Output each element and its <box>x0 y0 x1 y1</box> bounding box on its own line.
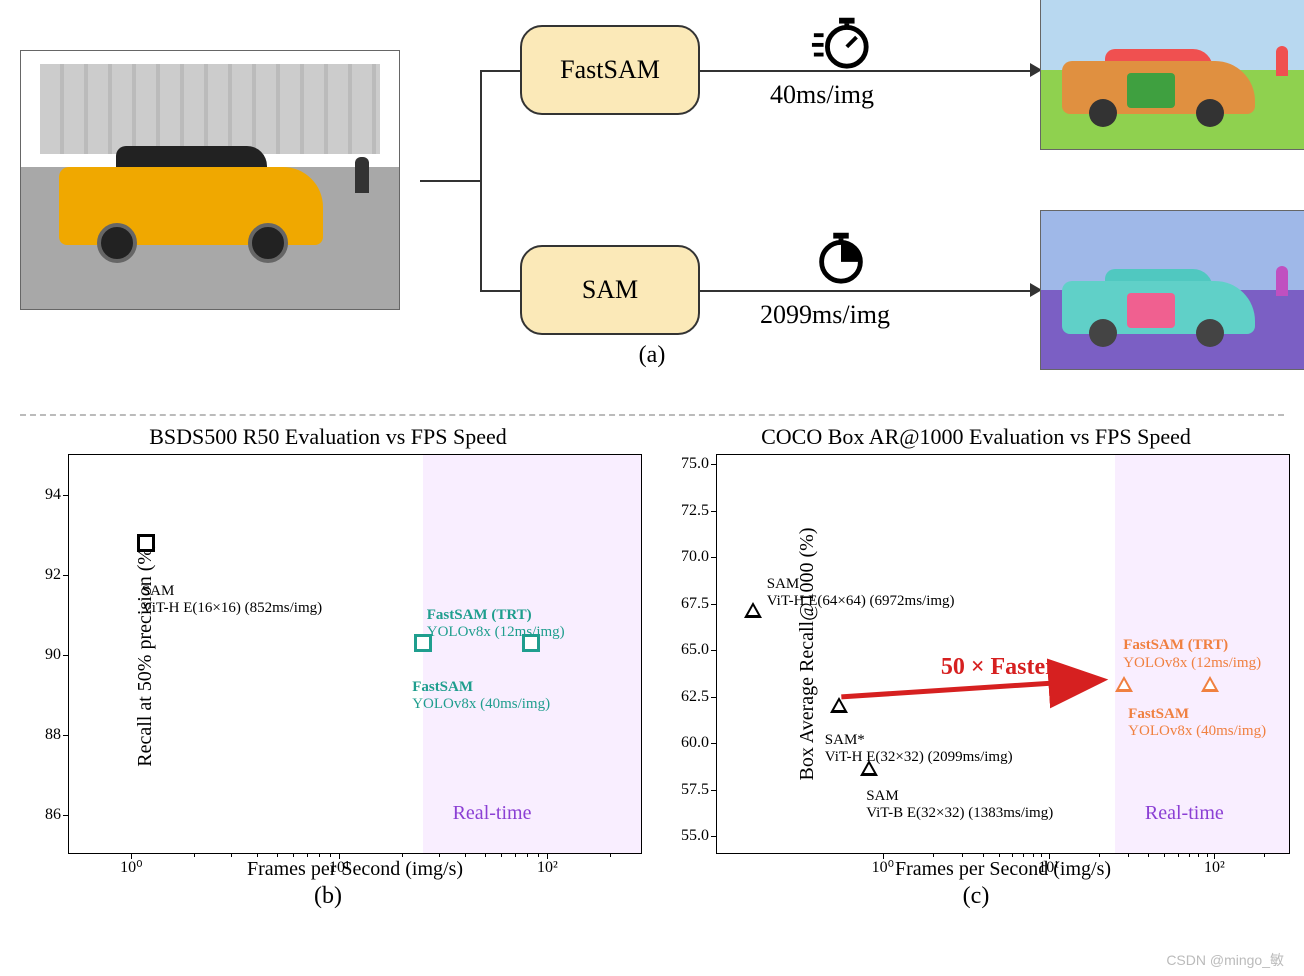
data-point <box>137 534 155 552</box>
panel-a: FastSAM SAM 40ms/img 2099ms/img <box>0 0 1304 400</box>
chart-c-title: COCO Box AR@1000 Evaluation vs FPS Speed <box>662 424 1290 450</box>
figure: FastSAM SAM 40ms/img 2099ms/img <box>0 0 1304 910</box>
flow-branches: FastSAM SAM 40ms/img 2099ms/img <box>420 10 1284 350</box>
panel-b-label: (b) <box>14 883 642 910</box>
chart-b-plot: Recall at 50% precision (%) Real-time868… <box>68 454 642 854</box>
panel-c-label: (c) <box>662 883 1290 910</box>
point-label: FastSAM (TRT)YOLOv8x (12ms/img) <box>427 607 565 642</box>
chart-b-title: BSDS500 R50 Evaluation vs FPS Speed <box>14 424 642 450</box>
input-photo <box>20 50 400 310</box>
sam-output <box>1040 210 1304 370</box>
realtime-label: Real-time <box>453 802 532 825</box>
stopwatch-fast-icon <box>810 10 872 72</box>
sam-label: SAM <box>582 275 638 305</box>
point-label: SAMViT-H E(16×16) (852ms/img) <box>142 583 322 618</box>
faster-text: 50 × Faster <box>941 654 1056 681</box>
fastsam-output <box>1040 0 1304 150</box>
fastsam-box: FastSAM <box>520 25 700 115</box>
fastsam-label: FastSAM <box>560 55 660 85</box>
stopwatch-slow-icon <box>810 225 872 287</box>
fastsam-speed: 40ms/img <box>770 80 874 110</box>
sam-box: SAM <box>520 245 700 335</box>
sam-speed: 2099ms/img <box>760 300 890 330</box>
watermark: CSDN @mingo_敏 <box>1166 950 1284 970</box>
chart-c-plot: Box Average Recall@1000 (%) Real-time55.… <box>716 454 1290 854</box>
panel-c: COCO Box AR@1000 Evaluation vs FPS Speed… <box>662 424 1290 910</box>
point-label: FastSAMYOLOv8x (40ms/img) <box>412 679 550 714</box>
chart-b-ylabel: Recall at 50% precision (%) <box>134 541 157 766</box>
panel-b: BSDS500 R50 Evaluation vs FPS Speed Reca… <box>14 424 642 910</box>
